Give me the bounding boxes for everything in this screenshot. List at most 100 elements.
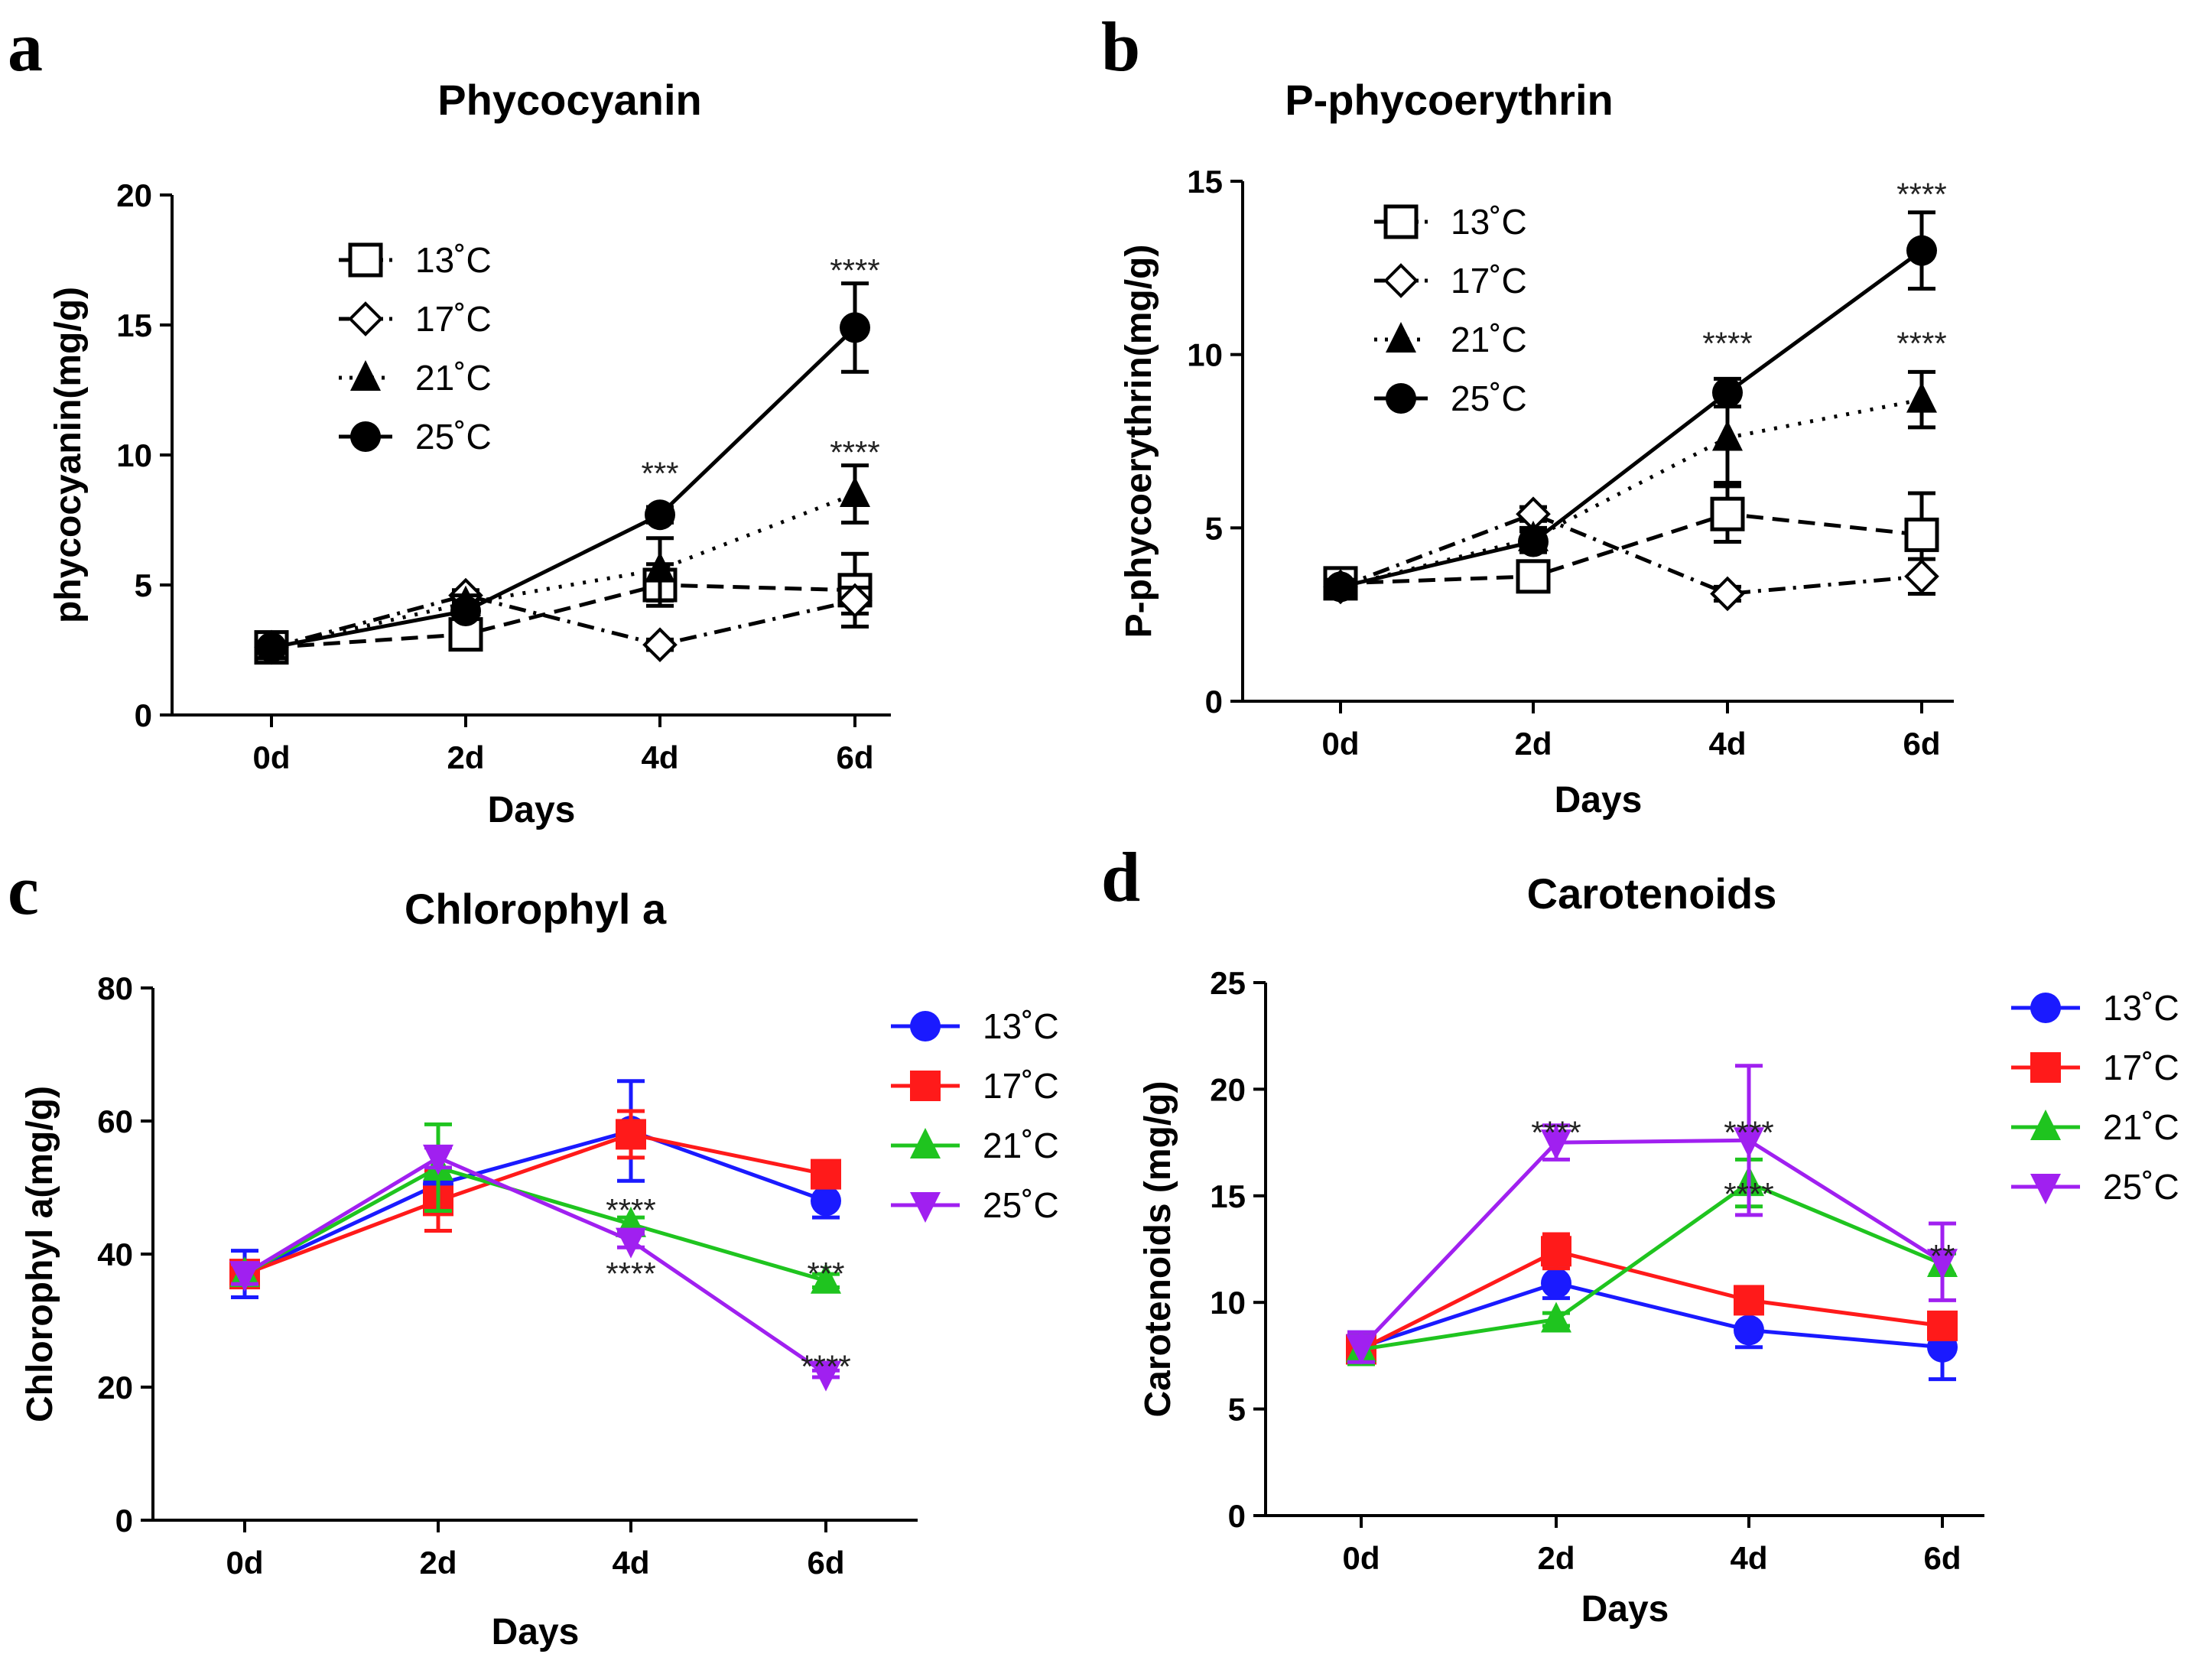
data-point: [1541, 1268, 1571, 1299]
data-point: [450, 596, 481, 626]
legend-entry: 21˚C: [339, 358, 492, 398]
significance-annotation: ****: [1896, 326, 1946, 362]
data-point: [811, 1158, 841, 1190]
x-tick-label: 4d: [641, 739, 678, 775]
x-axis-label: Days: [492, 1612, 580, 1652]
data-point: [1541, 1129, 1571, 1161]
legend-label: 17˚C: [1451, 261, 1527, 301]
legend-label: 25˚C: [1451, 379, 1527, 418]
significance-annotation: ****: [1531, 1114, 1581, 1150]
legend-marker: [1383, 204, 1419, 239]
data-point: [1541, 1236, 1571, 1267]
legend-entry: 17˚C: [2011, 1048, 2179, 1087]
legend-label: 13˚C: [983, 1006, 1059, 1046]
legend-marker: [910, 1192, 941, 1223]
x-axis-label: Days: [488, 790, 576, 830]
legend-marker: [910, 1128, 941, 1158]
x-tick-label: 2d: [1514, 726, 1552, 762]
panel-letter: a: [8, 8, 43, 86]
data-point: [1927, 1249, 1958, 1280]
legend-marker: [350, 360, 381, 391]
legend-entry: 25˚C: [2011, 1167, 2179, 1207]
series-line: [244, 1132, 827, 1276]
legend-label: 17˚C: [415, 299, 492, 339]
y-tick-label: 10: [1187, 337, 1223, 373]
legend-entry: 25˚C: [339, 417, 492, 457]
significance-annotation: ****: [801, 1349, 850, 1385]
x-tick-label: 6d: [836, 739, 873, 775]
legend-entry: 21˚C: [891, 1126, 1059, 1165]
legend-label: 25˚C: [983, 1185, 1059, 1225]
y-tick-label: 10: [1210, 1285, 1246, 1321]
panel-letter: b: [1101, 8, 1140, 86]
significance-annotation: ****: [1724, 1114, 1773, 1150]
significance-annotation: ****: [606, 1192, 655, 1228]
x-axis-label: Days: [1555, 780, 1643, 821]
y-tick-label: 15: [116, 307, 152, 343]
x-tick-label: 0d: [226, 1545, 263, 1581]
data-point: [1712, 420, 1743, 451]
legend-label: 17˚C: [983, 1066, 1059, 1106]
y-tick-label: 20: [1210, 1071, 1246, 1107]
data-point: [1710, 576, 1745, 612]
series-line: [1360, 1281, 1943, 1350]
significance-annotation: ****: [830, 252, 879, 288]
series-25C: [1346, 1064, 1958, 1365]
chart-panel-c: c Chlorophyl a 0 20 40 60 80 0d 2d 4d 6d Days Chloro…: [8, 851, 1059, 1652]
legend-entry: 17˚C: [339, 299, 492, 339]
legend-entry: 13˚C: [339, 240, 492, 280]
data-point: [616, 1119, 646, 1150]
series-line: [271, 492, 856, 650]
significance-annotation: ****: [606, 1256, 655, 1292]
series-line: [1360, 1249, 1943, 1351]
data-point: [840, 476, 870, 507]
series-25C: [1325, 210, 1937, 603]
data-point: [1516, 559, 1551, 594]
chart-panel-d: d Carotenoids 0 5 10 15 20 25 0d 2d 4d 6d Days Carote…: [1101, 838, 2179, 1630]
data-point: [423, 1144, 453, 1175]
x-axis-label: Days: [1581, 1589, 1669, 1630]
significance-annotation: ****: [830, 434, 879, 470]
data-point: [1541, 1301, 1571, 1333]
series-line: [243, 1165, 827, 1283]
significance-annotation: **: [1930, 1238, 1955, 1274]
legend-marker: [910, 1011, 941, 1041]
data-point: [1906, 235, 1937, 266]
y-tick-label: 5: [1205, 510, 1223, 546]
x-tick-label: 2d: [1537, 1540, 1575, 1576]
legend-entry: 21˚C: [1374, 320, 1527, 359]
legend-marker: [2030, 1174, 2061, 1204]
series-line: [271, 593, 856, 650]
y-axis-label: phycocyanin(mg/g): [48, 287, 89, 623]
chart-title: P-phycoerythrin: [1285, 76, 1613, 124]
legend-label: 13˚C: [2103, 988, 2179, 1028]
series-line: [243, 1129, 827, 1276]
legend-label: 17˚C: [2103, 1048, 2179, 1087]
legend-entry: 21˚C: [2011, 1107, 2179, 1147]
legend-entry: 17˚C: [1374, 261, 1527, 301]
y-tick-label: 15: [1210, 1178, 1246, 1214]
data-point: [1710, 496, 1745, 531]
significance-annotation: ***: [807, 1256, 844, 1292]
chart-title: Carotenoids: [1527, 869, 1777, 918]
legend-entry: 17˚C: [891, 1066, 1059, 1106]
data-point: [1904, 517, 1939, 552]
legend-marker: [1386, 322, 1416, 353]
legend-label: 21˚C: [415, 358, 492, 398]
legend-marker: [2030, 1052, 2061, 1083]
data-point: [616, 1227, 646, 1259]
x-tick-label: 6d: [1923, 1540, 1961, 1576]
data-point: [811, 1360, 841, 1392]
series-25C: [229, 1144, 841, 1392]
y-tick-label: 0: [135, 697, 152, 733]
y-tick-label: 0: [115, 1503, 133, 1539]
x-tick-label: 0d: [252, 739, 290, 775]
legend-label: 25˚C: [415, 417, 492, 457]
panel-letter: c: [8, 851, 39, 929]
legend-label: 25˚C: [2103, 1167, 2179, 1207]
significance-annotation: ****: [1896, 177, 1946, 213]
legend-marker: [1383, 263, 1419, 298]
significance-annotation: ***: [641, 455, 678, 491]
significance-annotation: ****: [1724, 1176, 1773, 1212]
